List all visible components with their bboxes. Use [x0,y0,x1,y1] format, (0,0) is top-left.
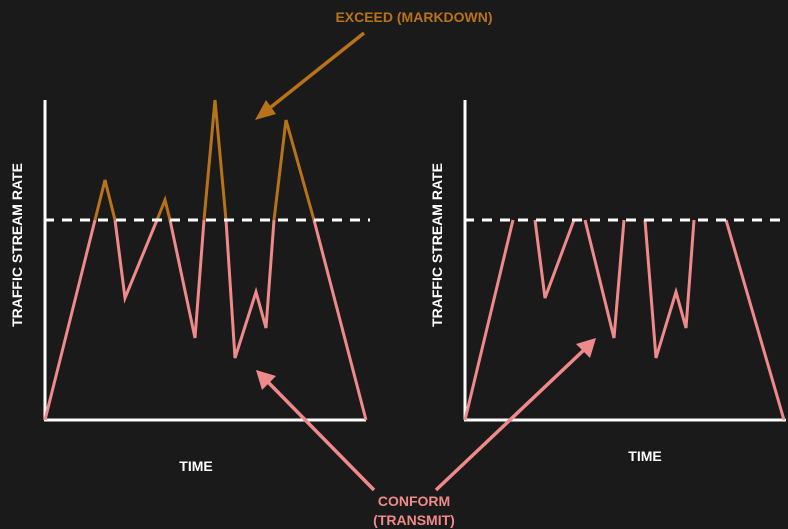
conform-segment-1 [463,219,515,421]
conform-label-line2: (TRANSMIT) [373,512,455,528]
left-x-axis-label: TIME [179,458,212,474]
right-panel: TRAFFIC STREAM RATE TIME [429,100,788,464]
conform-segment-3 [583,219,626,339]
exceed-peak-4 [272,119,316,221]
left-panel: TRAFFIC STREAM RATE TIME [9,99,370,474]
conform-arrow-right-shaft [434,346,588,492]
right-conform-trace [463,219,786,421]
conform-label-line1: CONFORM [378,493,450,509]
conform-segment-1 [43,219,97,421]
conform-segment-3 [168,219,206,339]
right-x-axis-label: TIME [628,448,661,464]
exceed-peak-3 [202,99,228,221]
exceed-callout: EXCEED (MARKDOWN) [255,9,493,120]
conform-segment-2 [533,219,576,299]
conform-callout: CONFORM (TRANSMIT) [256,338,596,528]
right-y-axis-label: TRAFFIC STREAM RATE [429,163,445,327]
conform-segment-2 [113,219,159,304]
conform-segment-5 [724,219,786,421]
left-conform-trace [43,219,368,421]
exceed-arrowhead [255,100,276,120]
exceed-peak-2 [155,195,172,221]
left-y-axis-label: TRAFFIC STREAM RATE [9,163,25,327]
conform-segment-4 [224,219,276,359]
conform-segment-4 [643,219,696,359]
exceed-arrow-shaft [264,31,366,113]
conform-arrow-left-head [256,370,276,390]
conform-arrow-right-head [576,338,596,358]
exceed-peak-1 [93,179,117,221]
conform-arrow-left-shaft [264,378,376,492]
left-exceed-peaks [93,99,316,221]
conform-segment-5 [312,219,368,421]
exceed-label: EXCEED (MARKDOWN) [335,9,492,25]
